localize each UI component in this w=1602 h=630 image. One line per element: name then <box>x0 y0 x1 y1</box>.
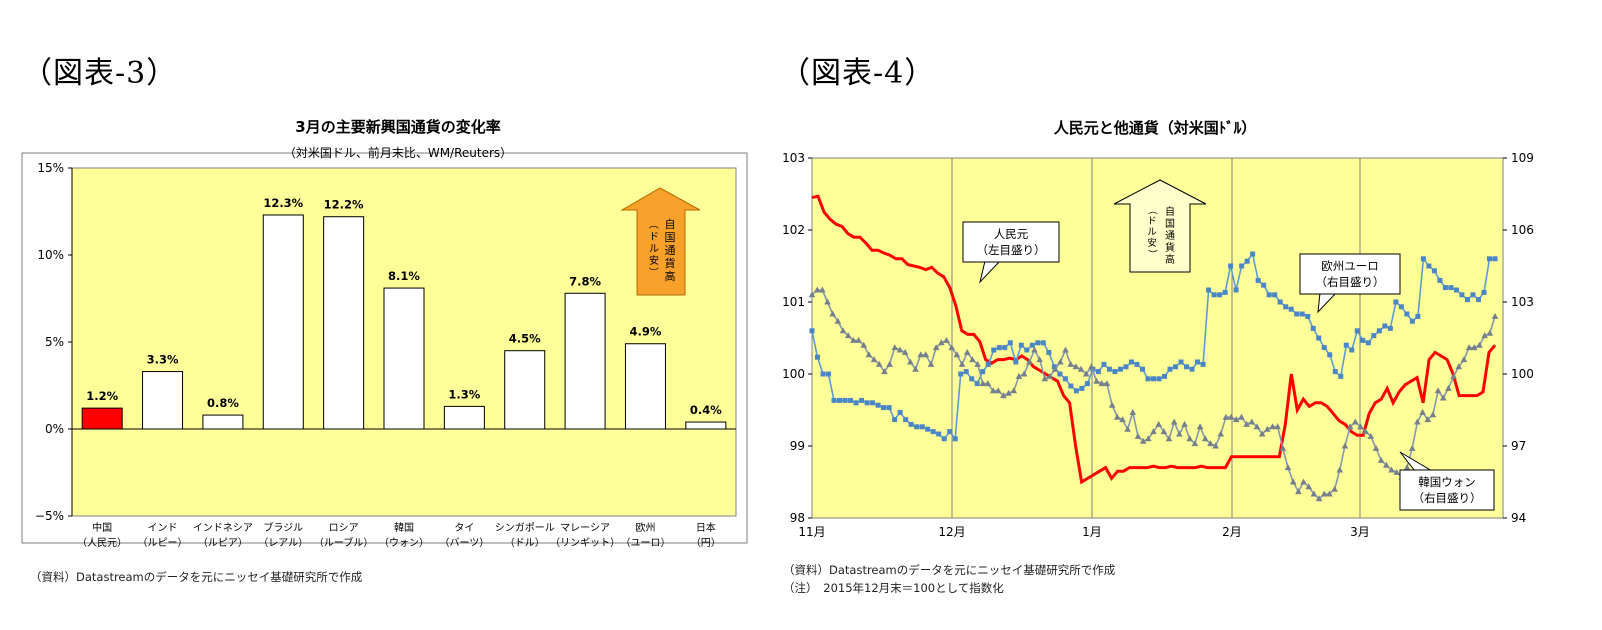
arrow-text: 自 <box>665 218 676 231</box>
arrow-text: ル <box>649 244 659 255</box>
category-label: （バーツ） <box>439 537 489 549</box>
arrow-text: 高 <box>665 269 676 283</box>
category-label: インドネシア <box>193 522 253 534</box>
figure3-label: （図表-3） <box>22 56 178 91</box>
figure3-source: （資料）Datastreamのデータを元にニッセイ基礎研究所で作成 <box>30 570 363 584</box>
arrow-text: 安 <box>649 254 659 267</box>
category-label: ロシア <box>329 523 359 534</box>
chart3-subtitle: （対米国ドル、前月末比、WM/Reuters） <box>284 145 512 160</box>
arrow-text: 貨 <box>665 256 676 270</box>
y-tick-label: 5% <box>45 335 64 349</box>
bar <box>564 292 606 430</box>
bar <box>323 216 365 430</box>
data-label: 4.5% <box>509 332 541 346</box>
category-label: シンガポール <box>495 522 555 534</box>
category-label: タイ <box>454 522 474 534</box>
y-tick-label: 10% <box>37 248 64 262</box>
data-label: 0.4% <box>690 403 722 417</box>
category-label: （人民元） <box>77 537 127 549</box>
arrow-text: ド <box>649 232 659 243</box>
bar <box>685 421 727 430</box>
bar <box>81 407 123 430</box>
y-tick-label: −5% <box>35 509 64 523</box>
category-label: （ドル） <box>505 537 545 549</box>
up-arrow-shape <box>620 187 701 296</box>
y-tick-label: 0% <box>45 422 64 436</box>
category-label: インド <box>148 523 178 534</box>
figure4-note: （注） 2015年12月末＝100として指数化 <box>783 581 1004 595</box>
category-label: （円） <box>691 537 721 549</box>
data-label: 12.2% <box>324 198 364 212</box>
data-label: 4.9% <box>630 325 662 339</box>
category-label: （ルピア） <box>198 537 248 549</box>
bar <box>383 287 425 430</box>
y-tick-label: 15% <box>37 161 64 175</box>
category-label: 日本 <box>696 521 716 534</box>
category-label: 欧州 <box>635 522 655 534</box>
category-label: マレーシア <box>560 523 610 534</box>
data-label: 12.3% <box>263 196 303 210</box>
category-label: （ユーロ） <box>620 537 670 549</box>
data-label: 1.3% <box>448 387 480 401</box>
bar <box>142 371 184 430</box>
figure4-source: （資料）Datastreamのデータを元にニッセイ基礎研究所で作成 <box>783 563 1116 577</box>
bar <box>262 214 304 430</box>
category-label: ブラジル <box>263 521 303 534</box>
bar <box>504 350 546 430</box>
data-label: 3.3% <box>147 353 179 367</box>
arrow-text: 通 <box>665 244 676 257</box>
category-label: （レアル） <box>258 537 308 549</box>
data-label: 7.8% <box>569 274 601 288</box>
category-label: 中国 <box>92 521 112 534</box>
data-label: 8.1% <box>388 269 420 283</box>
category-label: （リンギット） <box>550 537 620 549</box>
bar <box>624 343 666 430</box>
chart3-title: 3月の主要新興国通貨の変化率 <box>295 118 500 136</box>
data-label: 1.2% <box>86 389 118 403</box>
category-label: 韓国 <box>394 522 414 534</box>
bar <box>443 405 485 430</box>
category-label: （ルーブル） <box>314 536 373 549</box>
category-label: （ウォン） <box>379 537 429 549</box>
figure4-label: （図表-4） <box>780 56 936 91</box>
bar <box>202 414 244 430</box>
arrow-text: 国 <box>665 231 676 244</box>
arrow-text: （ <box>647 219 659 229</box>
arrow-text: ） <box>647 267 659 277</box>
category-label: （ルピー） <box>138 537 188 549</box>
data-label: 0.8% <box>207 396 239 410</box>
